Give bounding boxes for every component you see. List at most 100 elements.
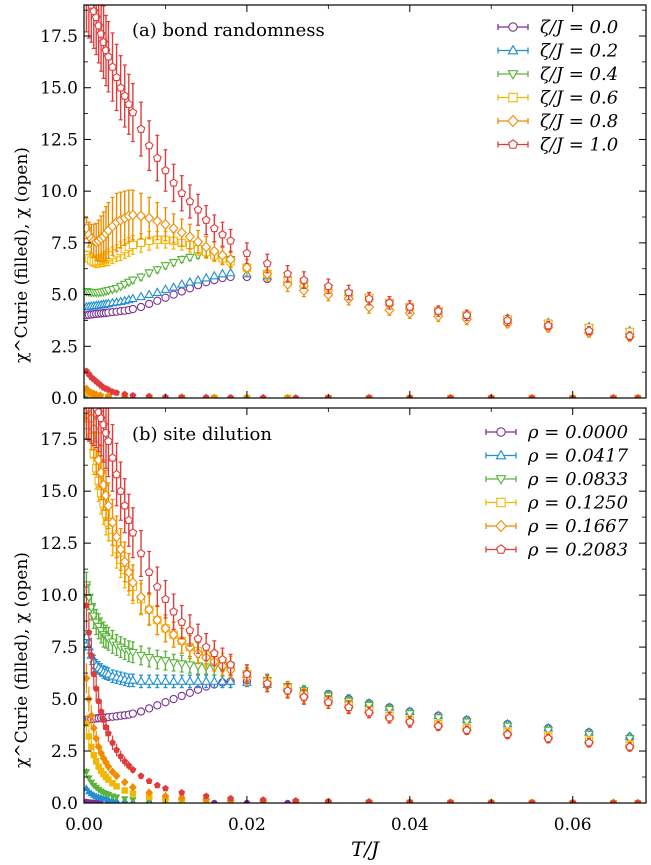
point-open bbox=[168, 222, 179, 234]
point-filled bbox=[227, 394, 235, 398]
point-filled bbox=[117, 752, 125, 760]
point-open bbox=[144, 289, 155, 299]
point-filled bbox=[92, 685, 100, 692]
legend-marker bbox=[495, 519, 507, 533]
series-a-2 bbox=[84, 250, 642, 398]
x-axis-ticks: 0.00 0.02 0.04 0.06 bbox=[65, 815, 592, 835]
point-open bbox=[323, 289, 334, 301]
point-open bbox=[543, 726, 554, 736]
point-filled bbox=[95, 697, 103, 705]
point-open bbox=[405, 717, 415, 726]
legend-marker bbox=[507, 139, 519, 149]
point-filled bbox=[85, 733, 93, 740]
legend-marker bbox=[496, 427, 506, 437]
point-filled bbox=[120, 796, 129, 803]
series-b-2 bbox=[84, 571, 642, 803]
point-open bbox=[193, 274, 203, 284]
point-filled bbox=[365, 394, 373, 398]
point-filled bbox=[610, 394, 617, 398]
point-open bbox=[136, 676, 146, 685]
point-open bbox=[136, 238, 146, 248]
panel-a: 0.0 2.5 5.0 7.5 10.0 12.5 15.0 17.5 (a) bond ra… bbox=[12, 0, 647, 409]
point-open bbox=[152, 287, 163, 296]
point-open bbox=[344, 287, 354, 297]
point-open bbox=[299, 692, 309, 701]
point-open bbox=[104, 436, 113, 446]
point-open bbox=[217, 249, 228, 261]
point-open bbox=[152, 582, 162, 591]
point-open bbox=[225, 253, 236, 265]
point-filled bbox=[210, 393, 219, 398]
panel-b-ylabel: χ^Curie (filled), χ (open) bbox=[12, 552, 32, 768]
point-open bbox=[160, 262, 171, 271]
point-open bbox=[226, 236, 236, 245]
point-open bbox=[201, 676, 212, 685]
point-open bbox=[160, 218, 171, 230]
legend-entry: ρ = 0.1667 bbox=[527, 516, 629, 537]
point-filled bbox=[121, 757, 129, 765]
point-open bbox=[161, 165, 170, 175]
point-filled bbox=[153, 781, 161, 789]
point-filled bbox=[145, 777, 153, 785]
point-open bbox=[262, 678, 272, 688]
point-filled bbox=[129, 766, 137, 773]
point-open bbox=[462, 310, 472, 320]
point-open bbox=[184, 676, 195, 685]
x-tick-label: 0.04 bbox=[391, 815, 429, 835]
series-b-5 bbox=[84, 398, 642, 803]
point-open bbox=[161, 594, 170, 604]
panel-b-data bbox=[84, 398, 642, 803]
point-open bbox=[85, 0, 93, 4]
legend-entry: ρ = 0.0000 bbox=[527, 422, 628, 443]
series-b-1 bbox=[84, 629, 641, 803]
point-open bbox=[176, 635, 187, 647]
point-open bbox=[127, 675, 138, 684]
point-open bbox=[298, 284, 309, 296]
point-filled bbox=[121, 787, 128, 794]
point-open bbox=[128, 107, 138, 117]
point-open bbox=[160, 284, 171, 293]
point-open bbox=[176, 278, 187, 288]
point-open bbox=[185, 625, 195, 635]
point-open bbox=[209, 245, 220, 257]
point-open bbox=[543, 733, 553, 743]
point-filled bbox=[292, 394, 300, 398]
point-open bbox=[169, 290, 178, 299]
point-open bbox=[144, 604, 155, 616]
point-open bbox=[177, 691, 186, 701]
x-axis-label: T/J bbox=[351, 837, 380, 861]
point-filled bbox=[113, 389, 120, 396]
point-filled bbox=[610, 799, 617, 803]
legend-marker bbox=[495, 475, 507, 485]
panel-b-label: (b) site dilution bbox=[132, 424, 272, 445]
point-open bbox=[433, 714, 444, 724]
legend-marker bbox=[496, 497, 506, 508]
legend-marker bbox=[507, 70, 519, 80]
point-open bbox=[283, 269, 293, 278]
point-open bbox=[584, 730, 594, 740]
point-filled bbox=[178, 393, 186, 398]
point-filled bbox=[89, 723, 98, 733]
point-open bbox=[184, 276, 195, 286]
point-open bbox=[584, 326, 594, 335]
point-open bbox=[108, 453, 117, 462]
point-open bbox=[225, 676, 236, 685]
point-open bbox=[103, 500, 114, 512]
point-open bbox=[184, 641, 195, 653]
point-filled bbox=[109, 739, 116, 746]
series-a-3 bbox=[84, 230, 642, 398]
point-open bbox=[152, 656, 163, 665]
y-tick-label: 5.0 bbox=[51, 690, 78, 710]
point-open bbox=[88, 398, 96, 405]
point-open bbox=[184, 231, 195, 243]
point-open bbox=[364, 707, 374, 717]
point-open bbox=[136, 651, 146, 661]
legend-marker bbox=[507, 114, 519, 128]
point-filled bbox=[113, 783, 120, 790]
point-open bbox=[136, 291, 146, 301]
point-open bbox=[145, 299, 154, 309]
y-tick-label: 7.5 bbox=[51, 638, 78, 658]
point-open bbox=[193, 634, 203, 643]
y-tick-label: 5.0 bbox=[51, 286, 78, 306]
